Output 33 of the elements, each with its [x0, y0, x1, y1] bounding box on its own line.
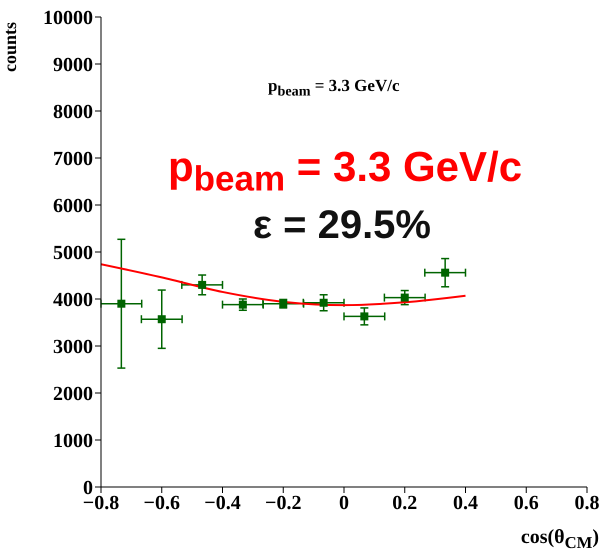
x-tick-label: 0.2 [392, 492, 418, 514]
y-tick-label: 6000 [53, 195, 93, 218]
x-tick-label: −0.4 [204, 492, 241, 514]
y-tick-label: 5000 [53, 242, 93, 264]
y-tick-label: 10000 [43, 7, 93, 30]
y-tick-label: 8000 [53, 101, 93, 124]
point [360, 312, 368, 320]
y-axis-title: counts [0, 22, 21, 72]
x-tick-label: 0 [339, 492, 349, 514]
x-tick-label: −0.2 [265, 492, 302, 514]
x-tick-label: 0.8 [574, 492, 600, 514]
y-tick-label: 0 [83, 477, 93, 500]
y-tick-label: 3000 [53, 336, 93, 358]
x-tick-label: 0.4 [453, 492, 478, 514]
x-tick-label: 0.6 [514, 492, 539, 514]
annotation: p$_{beam}$ = 3.3 GeV/c [268, 76, 400, 100]
y-tick-label: 4000 [53, 289, 93, 312]
y-tick-label: 2000 [53, 383, 93, 406]
y-tick-label: 1000 [53, 430, 93, 452]
annotation: ε = 29.5% [253, 203, 431, 248]
point [238, 300, 247, 309]
y-tick-label: 7000 [53, 148, 93, 170]
point [320, 298, 328, 307]
y-tick-label: 9000 [53, 54, 93, 76]
x-axis-title: cos(θ$_{CM}$) [520, 526, 599, 553]
point [198, 280, 206, 289]
point [400, 294, 409, 302]
annotation: p$_{beam}$ = 3.3 GeV/c [168, 143, 522, 200]
point [441, 268, 450, 277]
line-series [101, 263, 466, 306]
point [117, 300, 126, 308]
point [158, 315, 166, 324]
x-tick-label: −0.6 [144, 492, 180, 514]
